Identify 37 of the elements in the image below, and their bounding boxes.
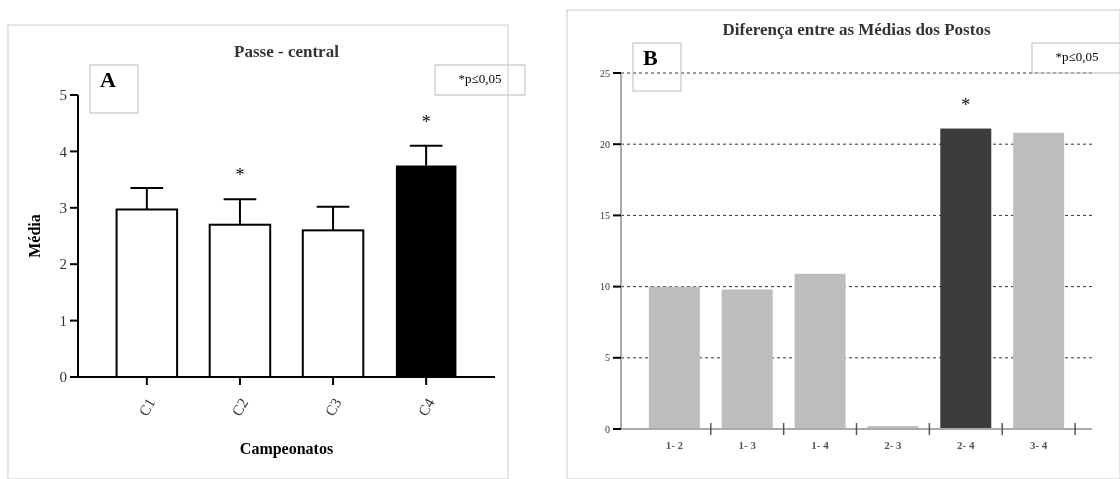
- y-tick-label: 5: [59, 87, 67, 104]
- text: B: [643, 45, 658, 70]
- y-tick-label: 4: [59, 143, 68, 160]
- text: *p≤0,05: [1055, 49, 1099, 64]
- bar: [648, 286, 700, 429]
- x-tick-label: 1- 4: [811, 439, 830, 451]
- y-tick-label: 2: [59, 256, 67, 273]
- y-tick-label: 0: [59, 369, 67, 386]
- x-tick-label: 2- 3: [884, 439, 903, 451]
- bar: [794, 273, 846, 429]
- x-tick-label: C1: [135, 395, 159, 419]
- y-tick-label: 10: [600, 281, 610, 293]
- annotation: *: [961, 94, 971, 115]
- y-tick-label: 20: [600, 138, 610, 150]
- y-tick-label: 3: [59, 200, 67, 217]
- y-tick-label: 25: [600, 67, 610, 79]
- annotation: *: [421, 111, 431, 132]
- y-tick-label: 15: [600, 209, 610, 221]
- y-tick-label: 5: [605, 352, 610, 364]
- x-tick-label: 1- 3: [738, 439, 757, 451]
- chart-title: Diferença entre as Médias dos Postos: [722, 20, 991, 39]
- bar: [1013, 132, 1065, 429]
- text: *p≤0,05: [458, 71, 502, 86]
- y-tick-label: 0: [605, 423, 610, 435]
- y-axis-title: Média: [26, 214, 43, 258]
- x-tick-label: C4: [415, 395, 438, 419]
- bar: [721, 289, 773, 429]
- x-tick-label: 3- 4: [1029, 439, 1048, 451]
- x-tick-label: C3: [321, 395, 345, 419]
- y-tick-label: 1: [59, 312, 67, 329]
- chart-title: Passe - central: [234, 42, 340, 61]
- text: A: [100, 67, 116, 92]
- x-axis-title: Campeonatos: [239, 440, 334, 458]
- annotation: *: [235, 165, 245, 186]
- x-tick-label: 1- 2: [665, 439, 684, 451]
- x-tick-label: 2- 4: [957, 439, 975, 451]
- x-tick-label: C2: [228, 395, 252, 419]
